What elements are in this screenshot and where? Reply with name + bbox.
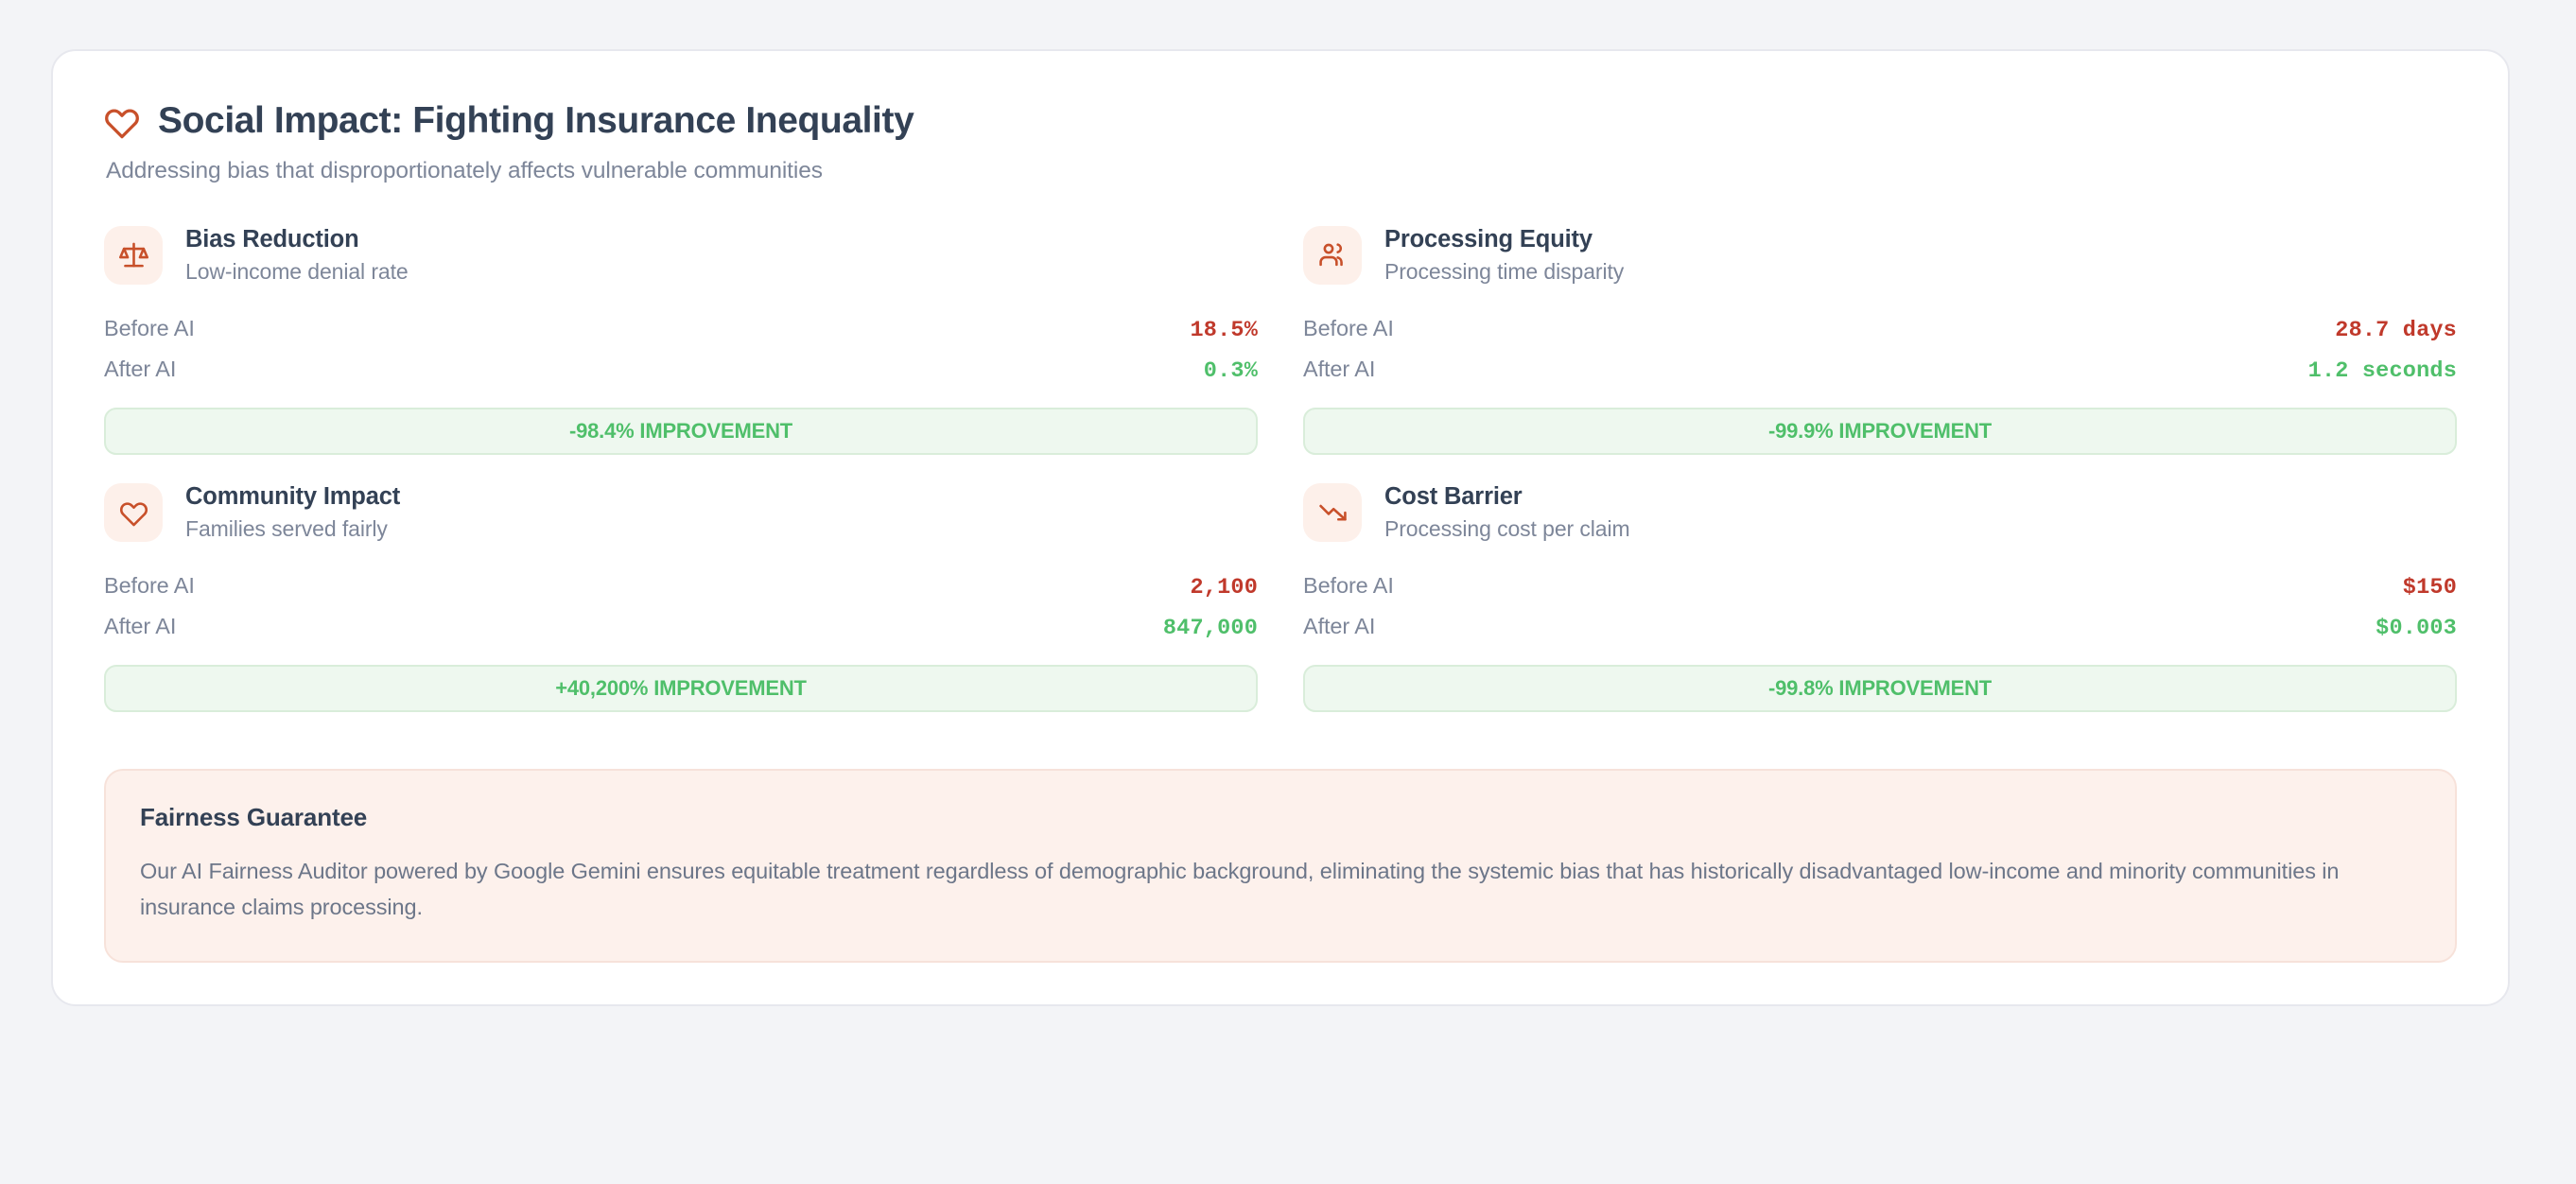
metric-label: Bias Reduction Low-income denial rate bbox=[185, 226, 409, 284]
page-title: Social Impact: Fighting Insurance Inequa… bbox=[158, 100, 914, 141]
metric-before-value: $150 bbox=[2402, 574, 2457, 601]
metric-label: Community Impact Families served fairly bbox=[185, 483, 400, 541]
metric-row-before: Before AI 2,100 bbox=[104, 566, 1258, 607]
fairness-guarantee-panel: Fairness Guarantee Our AI Fairness Audit… bbox=[104, 768, 2457, 963]
metric-after-label: After AI bbox=[104, 613, 177, 638]
metric-after-value: 1.2 seconds bbox=[2307, 357, 2457, 384]
metric-after-label: After AI bbox=[104, 356, 177, 381]
metric-row-before: Before AI 28.7 days bbox=[1303, 309, 2457, 350]
heart-icon bbox=[104, 103, 140, 139]
metric-description: Processing cost per claim bbox=[1384, 515, 1630, 541]
metric-card-cost-barrier: Cost Barrier Processing cost per claim B… bbox=[1303, 482, 2457, 740]
improvement-badge: -99.9% IMPROVEMENT bbox=[1303, 407, 2457, 455]
metric-after-value: 847,000 bbox=[1162, 615, 1258, 641]
users-icon bbox=[1303, 225, 1362, 285]
improvement-label: -99.9% IMPROVEMENT bbox=[1767, 418, 1992, 443]
metric-name: Bias Reduction bbox=[185, 226, 359, 253]
metric-head: Bias Reduction Low-income denial rate bbox=[104, 225, 1258, 285]
metric-name: Cost Barrier bbox=[1384, 483, 1523, 511]
metric-name: Community Impact bbox=[185, 483, 401, 511]
metrics-grid: Bias Reduction Low-income denial rate Be… bbox=[104, 225, 2457, 740]
metric-row-before: Before AI 18.5% bbox=[104, 309, 1258, 350]
metric-description: Families served fairly bbox=[185, 515, 388, 541]
metric-description: Processing time disparity bbox=[1384, 258, 1625, 284]
metric-before-value: 28.7 days bbox=[2335, 317, 2457, 343]
metric-head: Cost Barrier Processing cost per claim bbox=[1303, 482, 2457, 542]
improvement-label: +40,200% IMPROVEMENT bbox=[555, 675, 807, 700]
improvement-badge: -98.4% IMPROVEMENT bbox=[104, 407, 1258, 455]
panel-header: Social Impact: Fighting Insurance Inequa… bbox=[104, 100, 2457, 184]
scales-icon bbox=[104, 225, 163, 285]
metric-before-label: Before AI bbox=[1303, 315, 1394, 340]
metric-before-label: Before AI bbox=[104, 315, 195, 340]
metric-before-value: 2,100 bbox=[1190, 574, 1258, 601]
panel-subtitle: Addressing bias that disproportionately … bbox=[106, 157, 823, 183]
metric-before-label: Before AI bbox=[1303, 572, 1394, 598]
improvement-badge: +40,200% IMPROVEMENT bbox=[104, 664, 1258, 712]
fairness-guarantee-title: Fairness Guarantee bbox=[140, 802, 368, 831]
metric-row-before: Before AI $150 bbox=[1303, 566, 2457, 607]
metric-label: Cost Barrier Processing cost per claim bbox=[1384, 483, 1630, 541]
metric-name: Processing Equity bbox=[1384, 226, 1593, 253]
metric-after-value: $0.003 bbox=[2376, 615, 2457, 641]
improvement-badge: -99.8% IMPROVEMENT bbox=[1303, 664, 2457, 712]
metric-card-bias-reduction: Bias Reduction Low-income denial rate Be… bbox=[104, 225, 1258, 483]
metric-row-after: After AI 1.2 seconds bbox=[1303, 350, 2457, 391]
panel-title-row: Social Impact: Fighting Insurance Inequa… bbox=[104, 100, 2457, 143]
heart-icon bbox=[104, 482, 163, 542]
metric-card-processing-equity: Processing Equity Processing time dispar… bbox=[1303, 225, 2457, 483]
metric-row-after: After AI 0.3% bbox=[104, 350, 1258, 391]
fairness-guarantee-body: Our AI Fairness Auditor powered by Googl… bbox=[140, 858, 2340, 919]
metric-after-label: After AI bbox=[1303, 356, 1376, 381]
metric-after-value: 0.3% bbox=[1203, 357, 1258, 384]
trending-down-icon bbox=[1303, 482, 1362, 542]
metric-label: Processing Equity Processing time dispar… bbox=[1384, 226, 1624, 284]
metric-before-value: 18.5% bbox=[1190, 317, 1258, 343]
metric-before-label: Before AI bbox=[104, 572, 195, 598]
metric-description: Low-income denial rate bbox=[185, 258, 409, 284]
metric-head: Processing Equity Processing time dispar… bbox=[1303, 225, 2457, 285]
metric-row-after: After AI 847,000 bbox=[104, 607, 1258, 648]
metric-row-after: After AI $0.003 bbox=[1303, 607, 2457, 648]
improvement-label: -99.8% IMPROVEMENT bbox=[1767, 675, 1992, 700]
metric-after-label: After AI bbox=[1303, 613, 1376, 638]
metric-card-community-impact: Community Impact Families served fairly … bbox=[104, 482, 1258, 740]
metric-head: Community Impact Families served fairly bbox=[104, 482, 1258, 542]
improvement-label: -98.4% IMPROVEMENT bbox=[568, 418, 792, 443]
social-impact-panel: Social Impact: Fighting Insurance Inequa… bbox=[51, 49, 2510, 1006]
